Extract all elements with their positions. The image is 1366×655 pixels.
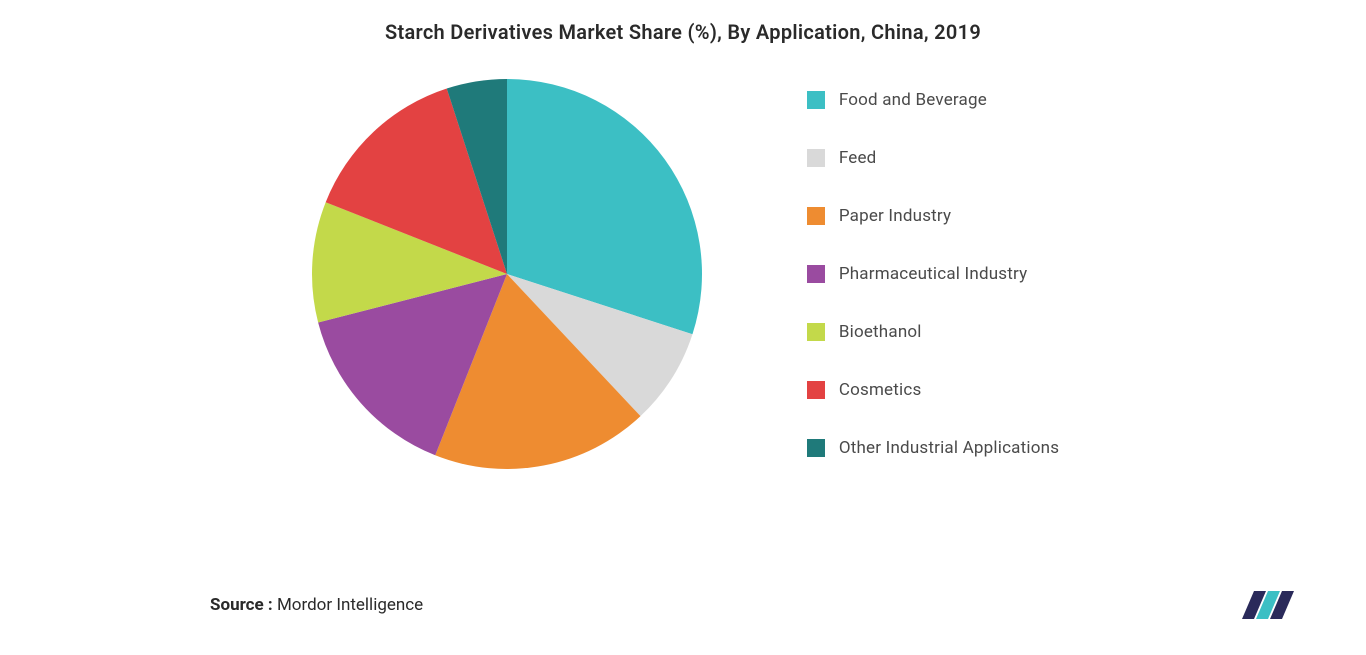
legend-label: Feed: [839, 148, 877, 168]
source-value: Mordor Intelligence: [277, 595, 423, 615]
brand-logo: [1236, 585, 1306, 625]
legend-swatch: [807, 323, 825, 341]
legend: Food and Beverage Feed Paper Industry Pharm…: [807, 90, 1059, 458]
legend-item: Cosmetics: [807, 380, 1059, 400]
legend-label: Bioethanol: [839, 322, 922, 342]
source-attribution: Source : Mordor Intelligence: [210, 595, 423, 615]
legend-label: Paper Industry: [839, 206, 951, 226]
legend-swatch: [807, 265, 825, 283]
legend-label: Other Industrial Applications: [839, 438, 1059, 458]
legend-item: Feed: [807, 148, 1059, 168]
legend-item: Food and Beverage: [807, 90, 1059, 110]
legend-label: Pharmaceutical Industry: [839, 264, 1028, 284]
legend-item: Paper Industry: [807, 206, 1059, 226]
source-label: Source :: [210, 595, 273, 615]
legend-swatch: [807, 207, 825, 225]
legend-item: Bioethanol: [807, 322, 1059, 342]
legend-item: Other Industrial Applications: [807, 438, 1059, 458]
pie-chart: [307, 74, 707, 474]
legend-item: Pharmaceutical Industry: [807, 264, 1059, 284]
legend-swatch: [807, 91, 825, 109]
legend-label: Cosmetics: [839, 380, 922, 400]
legend-swatch: [807, 439, 825, 457]
legend-swatch: [807, 149, 825, 167]
chart-title: Starch Derivatives Market Share (%), By …: [0, 0, 1366, 44]
legend-swatch: [807, 381, 825, 399]
legend-label: Food and Beverage: [839, 90, 987, 110]
chart-area: Food and Beverage Feed Paper Industry Pharm…: [0, 74, 1366, 474]
